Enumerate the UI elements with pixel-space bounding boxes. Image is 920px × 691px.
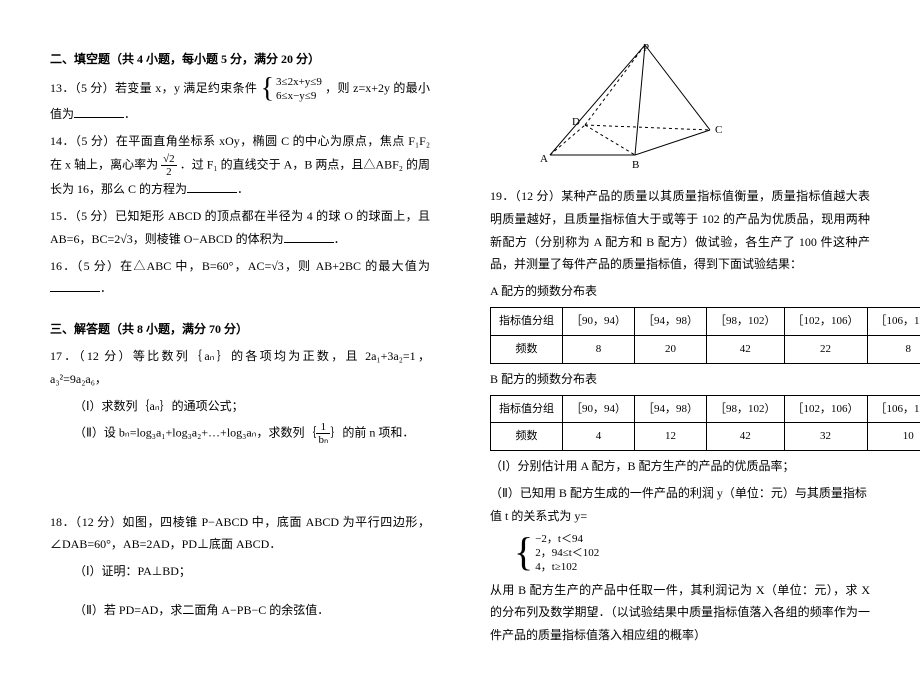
numerator: √2 <box>161 153 177 166</box>
q15-text: 15．（5 分）已知矩形 ABCD 的顶点都在半径为 4 的球 O 的球面上，且… <box>50 209 430 246</box>
cell: ［94，98） <box>635 307 707 335</box>
q18-part-2: （Ⅱ）若 PD=AD，求二面角 A−PB−C 的余弦值． <box>50 599 430 622</box>
table-a: 指标值分组 ［90，94） ［94，98） ［98，102） ［102，106）… <box>490 307 920 364</box>
header-cell: 指标值分组 <box>491 307 563 335</box>
question-13: 13．（5 分）若变量 x，y 满足约束条件 { 3≤2x+y≤9 6≤x−y≤… <box>50 75 430 126</box>
header-cell: 频数 <box>491 335 563 363</box>
cell: 32 <box>784 423 867 451</box>
label-c: C <box>715 124 722 136</box>
cell: 12 <box>635 423 707 451</box>
label-b: B <box>632 159 639 171</box>
q17-2a: （Ⅱ）设 bₙ=log₃a₁+log₃a₂+…+log₃aₙ，求数列｛ <box>74 426 316 440</box>
denominator: bₙ <box>316 434 330 446</box>
table-row: 频数 8 20 42 22 8 <box>491 335 920 363</box>
cell: 20 <box>635 335 707 363</box>
q17-part-2: （Ⅱ）设 bₙ=log₃a₁+log₃a₂+…+log₃aₙ，求数列｛1bₙ｝的… <box>50 421 430 446</box>
header-cell: 频数 <box>491 423 563 451</box>
cell: 8 <box>563 335 635 363</box>
piece-3: 4，t≥102 <box>535 560 599 574</box>
question-15: 15．（5 分）已知矩形 ABCD 的顶点都在半径为 4 的球 O 的球面上，且… <box>50 205 430 251</box>
right-column: P A B C D 19．（12 分）某种产品的质量以其质量指标值衡量，质量指标… <box>490 40 870 651</box>
table-row: 指标值分组 ［90，94） ［94，98） ［98，102） ［102，106）… <box>491 395 920 423</box>
cell: ［102，106） <box>784 307 867 335</box>
table-b: 指标值分组 ［90，94） ［94，98） ［98，102） ［102，106）… <box>490 395 920 452</box>
question-17: 17．（12 分）等比数列｛aₙ｝的各项均为正数，且 2a₁+3a₂=1，a₃²… <box>50 345 430 391</box>
q17-2b: ｝的前 n 项和． <box>330 426 414 440</box>
section-3-title: 三、解答题（共 8 小题，满分 70 分） <box>50 318 430 341</box>
numerator: 1 <box>316 421 330 434</box>
cell: 10 <box>867 423 920 451</box>
section-2-title: 二、填空题（共 4 小题，每小题 5 分，满分 20 分） <box>50 48 430 71</box>
piece-2: 2，94≤t＜102 <box>535 546 599 560</box>
blank <box>284 230 334 243</box>
cell: ［106，110］ <box>867 395 920 423</box>
label-a: A <box>540 153 548 165</box>
denominator: 2 <box>161 166 177 178</box>
header-cell: 指标值分组 <box>491 395 563 423</box>
q19-tail: 从用 B 配方生产的产品中任取一件，其利润记为 X（单位：元），求 X 的分布列… <box>490 579 870 647</box>
cell: ［106，110］ <box>867 307 920 335</box>
cell: ［90，94） <box>563 395 635 423</box>
blank <box>74 105 124 118</box>
cell: 42 <box>707 423 785 451</box>
question-18: 18．（12 分）如图，四棱锥 P−ABCD 中，底面 ABCD 为平行四边形，… <box>50 511 430 557</box>
cell: ［90，94） <box>563 307 635 335</box>
cell: ［102，106） <box>784 395 867 423</box>
q19-piecewise: { −2，t＜94 2，94≤t＜102 4，t≥102 <box>490 532 870 575</box>
cell: ［98，102） <box>707 395 785 423</box>
fraction: √2 2 <box>161 153 177 178</box>
cell: ［94，98） <box>635 395 707 423</box>
question-16: 16．（5 分）在△ABC 中，B=60°，AC=√3，则 AB+2BC 的最大… <box>50 255 430 301</box>
q19-part-2: （Ⅱ）已知用 B 配方生成的一件产品的利润 y（单位：元）与其质量指标值 t 的… <box>490 482 870 528</box>
cell: 4 <box>563 423 635 451</box>
cell: 22 <box>784 335 867 363</box>
piece-1: −2，t＜94 <box>535 532 599 546</box>
blank <box>50 279 100 292</box>
q13-stem: 13．（5 分）若变量 x，y 满足约束条件 <box>50 81 257 95</box>
table-row: 指标值分组 ［90，94） ［94，98） ［98，102） ［102，106）… <box>491 307 920 335</box>
cell: 8 <box>867 335 920 363</box>
cell: 42 <box>707 335 785 363</box>
question-19: 19．（12 分）某种产品的质量以其质量指标值衡量，质量指标值越大表明质量越好，… <box>490 185 870 276</box>
q16-text: 16．（5 分）在△ABC 中，B=60°，AC=√3，则 AB+2BC 的最大… <box>50 259 430 273</box>
left-column: 二、填空题（共 4 小题，每小题 5 分，满分 20 分） 13．（5 分）若变… <box>50 40 430 651</box>
question-14: 14．（5 分）在平面直角坐标系 xOy，椭圆 C 的中心为原点，焦点 F₁F₂… <box>50 130 430 201</box>
label-d: D <box>572 116 580 128</box>
q13-system: { 3≤2x+y≤9 6≤x−y≤9 <box>261 75 322 104</box>
q13-sys-row-2: 6≤x−y≤9 <box>276 89 322 103</box>
pyramid-diagram: P A B C D <box>530 40 750 175</box>
blank <box>187 180 237 193</box>
table-row: 频数 4 12 42 32 10 <box>491 423 920 451</box>
fraction: 1bₙ <box>316 421 330 446</box>
q17-part-1: （Ⅰ）求数列｛aₙ｝的通项公式； <box>50 395 430 418</box>
q18-part-1: （Ⅰ）证明：PA⊥BD； <box>50 560 430 583</box>
table-a-title: A 配方的频数分布表 <box>490 280 870 303</box>
q19-part-1: （Ⅰ）分别估计用 A 配方，B 配方生产的产品的优质品率； <box>490 455 870 478</box>
cell: ［98，102） <box>707 307 785 335</box>
q13-sys-row-1: 3≤2x+y≤9 <box>276 75 322 89</box>
q19-2-stem: （Ⅱ）已知用 B 配方生成的一件产品的利润 y（单位：元）与其质量指标值 t 的… <box>490 486 867 523</box>
table-b-title: B 配方的频数分布表 <box>490 368 870 391</box>
label-p: P <box>643 42 649 54</box>
